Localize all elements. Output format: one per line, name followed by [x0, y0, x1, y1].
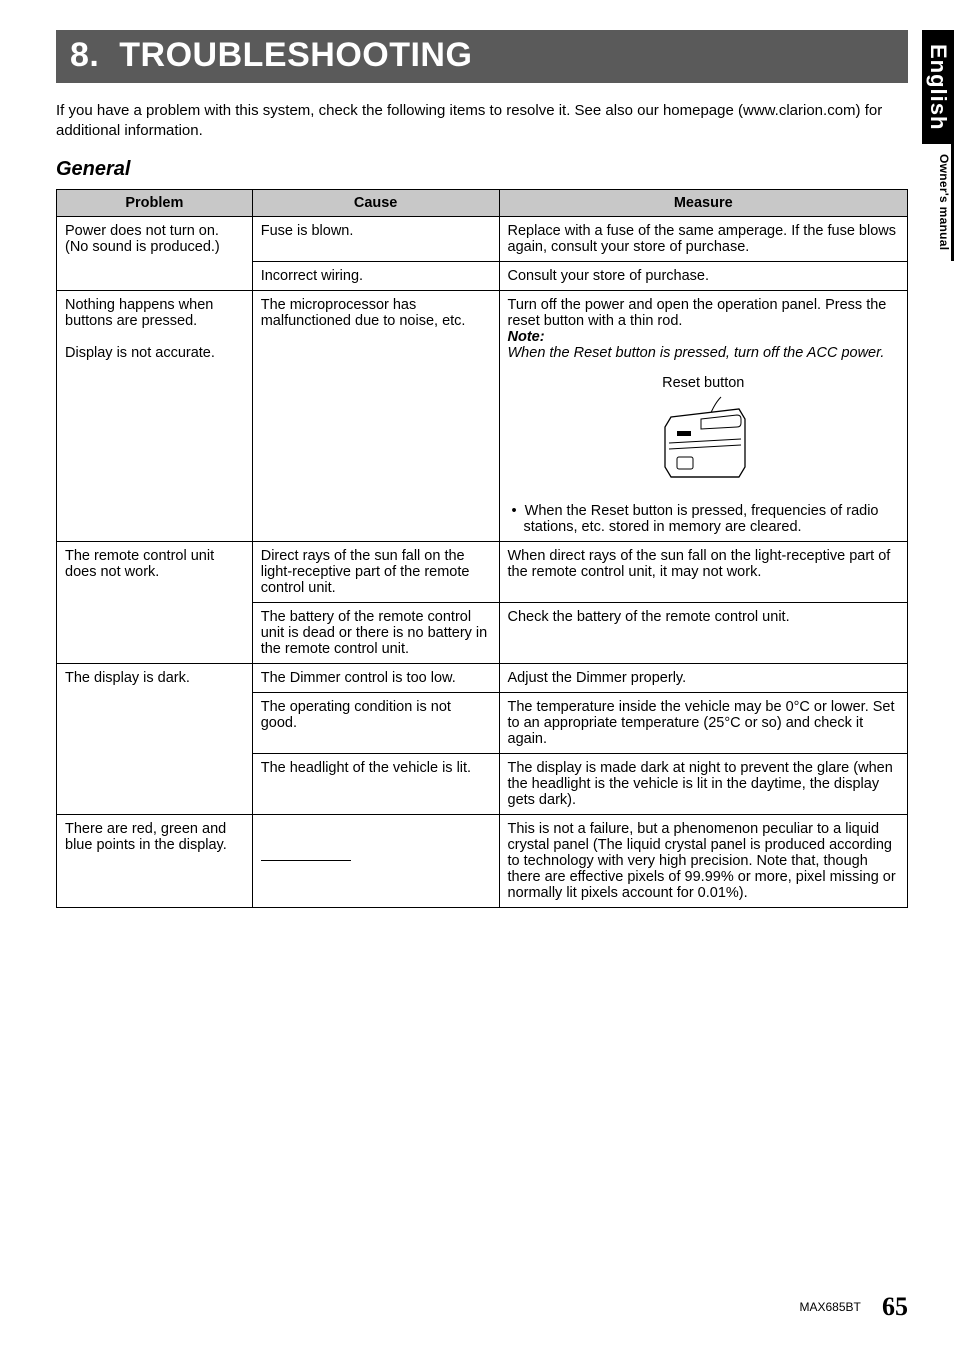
chapter-heading: 8. TROUBLESHOOTING — [70, 36, 894, 75]
chapter-number: 8. — [70, 36, 99, 74]
cell-measure: The display is made dark at night to pre… — [499, 753, 908, 814]
cell-problem: There are red, green and blue points in … — [57, 814, 253, 907]
cell-measure: Replace with a fuse of the same amperage… — [499, 216, 908, 261]
cell-problem: The remote control unit does not work. — [57, 541, 253, 663]
cell-problem: Nothing happens when buttons are pressed… — [57, 290, 253, 541]
cell-cause: The microprocessor has malfunctioned due… — [252, 290, 499, 541]
table-row: Power does not turn on. (No sound is pro… — [57, 216, 908, 261]
cell-measure: Turn off the power and open the operatio… — [499, 290, 908, 541]
reset-button-icon — [653, 395, 753, 485]
table-header-row: Problem Cause Measure — [57, 189, 908, 216]
reset-button-figure: Reset button — [508, 375, 900, 485]
cell-cause: The Dimmer control is too low. — [252, 663, 499, 692]
footer-model: MAX685BT — [800, 1300, 861, 1314]
side-tab-owners-manual: Owner's manual — [922, 144, 954, 260]
side-tab-language: English — [922, 30, 954, 144]
cell-cause: Direct rays of the sun fall on the light… — [252, 541, 499, 602]
th-cause: Cause — [252, 189, 499, 216]
footer-page-number: 65 — [882, 1292, 908, 1321]
note-body: When the Reset button is pressed, turn o… — [508, 345, 900, 361]
cell-cause: The battery of the remote control unit i… — [252, 602, 499, 663]
measure-bullet: • When the Reset button is pressed, freq… — [508, 503, 900, 535]
section-heading-general: General — [56, 158, 908, 181]
table-row: Nothing happens when buttons are pressed… — [57, 290, 908, 541]
cell-cause: The operating condition is not good. — [252, 692, 499, 753]
reset-button-label: Reset button — [662, 375, 744, 391]
page-footer: MAX685BT 65 — [800, 1292, 909, 1322]
chapter-title-bar: 8. TROUBLESHOOTING — [56, 30, 908, 83]
troubleshooting-table: Problem Cause Measure Power does not tur… — [56, 189, 908, 908]
note-label: Note: — [508, 329, 545, 345]
table-row: The remote control unit does not work. D… — [57, 541, 908, 602]
cell-measure: The temperature inside the vehicle may b… — [499, 692, 908, 753]
chapter-title: TROUBLESHOOTING — [119, 36, 472, 74]
cell-problem: The display is dark. — [57, 663, 253, 814]
th-problem: Problem — [57, 189, 253, 216]
cell-measure: When direct rays of the sun fall on the … — [499, 541, 908, 602]
table-row: There are red, green and blue points in … — [57, 814, 908, 907]
cell-measure: Check the battery of the remote control … — [499, 602, 908, 663]
table-row: The display is dark. The Dimmer control … — [57, 663, 908, 692]
measure-line: Turn off the power and open the operatio… — [508, 297, 900, 329]
th-measure: Measure — [499, 189, 908, 216]
side-tab: English Owner's manual — [922, 30, 954, 266]
cell-cause-empty — [252, 814, 499, 907]
measure-bullet-text: When the Reset button is pressed, freque… — [524, 503, 879, 535]
cell-measure: This is not a failure, but a phenomenon … — [499, 814, 908, 907]
cell-cause: Incorrect wiring. — [252, 261, 499, 290]
cell-measure: Consult your store of purchase. — [499, 261, 908, 290]
cell-measure: Adjust the Dimmer properly. — [499, 663, 908, 692]
intro-paragraph: If you have a problem with this system, … — [56, 101, 908, 142]
cell-cause: The headlight of the vehicle is lit. — [252, 753, 499, 814]
cell-cause: Fuse is blown. — [252, 216, 499, 261]
cell-problem: Power does not turn on. (No sound is pro… — [57, 216, 253, 290]
dash-icon — [261, 860, 351, 861]
